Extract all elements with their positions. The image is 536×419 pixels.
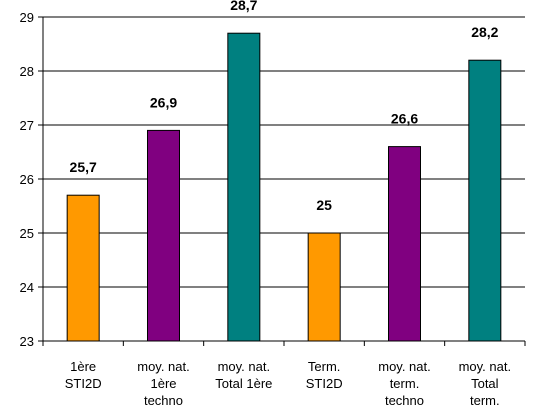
y-tick-label: 27 <box>20 118 34 133</box>
x-tick-label: moy. nat. 1ère techno <box>137 359 190 408</box>
data-label: 28,7 <box>230 0 257 13</box>
data-label: 26,6 <box>391 111 418 127</box>
bar <box>147 129 180 342</box>
y-tick-label: 29 <box>20 10 34 25</box>
data-label: 25,7 <box>70 159 97 175</box>
y-tick-label: 23 <box>20 334 34 349</box>
bar <box>468 59 502 342</box>
bar <box>227 32 261 342</box>
y-tick-label: 28 <box>20 64 34 79</box>
data-label: 26,9 <box>150 94 177 110</box>
x-tick-label: Term. STI2D <box>306 359 343 391</box>
x-tick-label: moy. nat. Total 1ère <box>215 359 272 391</box>
data-label: 28,2 <box>471 24 498 40</box>
bar <box>388 146 421 342</box>
data-label: 25 <box>316 197 332 213</box>
bar <box>66 194 100 342</box>
y-tick-label: 24 <box>20 280 34 295</box>
y-tick-label: 25 <box>20 226 34 241</box>
x-tick-label: moy. nat. Total term. <box>459 359 512 408</box>
y-tick-label: 26 <box>20 172 34 187</box>
x-tick-label: 1ère STI2D <box>65 359 102 391</box>
x-tick-label: moy. nat. term. techno <box>378 359 431 408</box>
bar <box>307 232 341 342</box>
